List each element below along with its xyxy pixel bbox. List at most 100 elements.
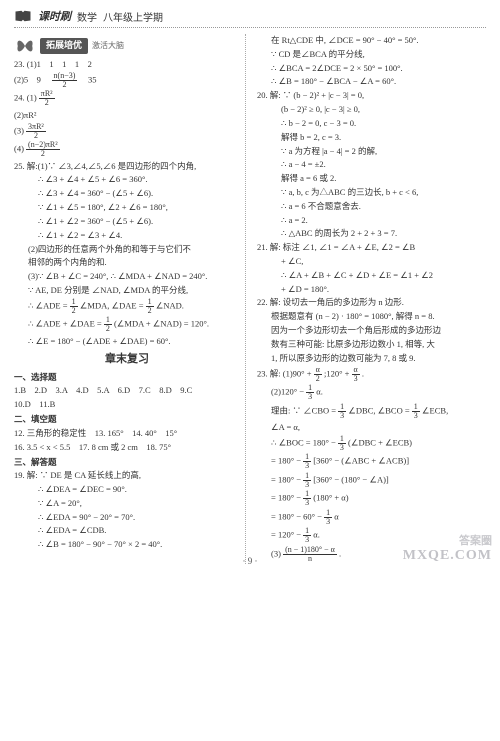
- q21b2: + ∠D = 180°.: [257, 283, 486, 295]
- q23-line1: 23. (1)1 1 1 1 2: [14, 58, 240, 70]
- r1: 在 Rt△CDE 中, ∠DCE = 90° − 40° = 50°.: [257, 34, 486, 46]
- q23g: = 180° − 13 [360° − (180° − ∠A)]: [257, 472, 486, 489]
- q24-4: (4) (n−2)πR²2: [14, 141, 240, 158]
- q20g: 解得 a = 6 或 2.: [257, 172, 486, 184]
- q25-2a: (2)四边形的任意两个外角的和等于与它们不: [14, 243, 240, 255]
- q23a: 23. 解: (1)90° + α2 ;120° + α3 .: [257, 366, 486, 383]
- q20i: ∴ a = 6 不合题意舍去.: [257, 200, 486, 212]
- q23-line2: (2)5 9 n(n−3)2 35: [14, 72, 240, 89]
- q20e: ∵ a 为方程 |a − 4| = 2 的解,: [257, 145, 486, 157]
- q23-2-tail: 35: [80, 74, 97, 84]
- q25-l6: ∴ ∠1 + ∠2 = ∠3 + ∠4.: [14, 229, 240, 241]
- q23-2-head: (2)5 9: [14, 74, 49, 84]
- q24-3-label: (3): [14, 125, 24, 135]
- subject-label: 数学: [77, 9, 97, 24]
- q21b: ∴ ∠A + ∠B + ∠C + ∠D + ∠E = ∠1 + ∠2: [257, 269, 486, 281]
- q19d: ∴ ∠EDA = 90° − 20° = 70°.: [14, 511, 240, 523]
- fill-1: 12. 三角形的稳定性 13. 165° 14. 40° 15°: [14, 427, 240, 439]
- q24-3: (3) 3πR²2: [14, 123, 240, 140]
- q19f: ∴ ∠B = 180° − 90° − 70° × 2 = 40°.: [14, 538, 240, 550]
- q23c-3: ∠ECB,: [422, 405, 448, 415]
- choices-1: 1.B 2.D 3.A 4.D 5.A 6.D 7.C 8.D 9.C: [14, 384, 240, 396]
- frac-half-3: 12: [104, 316, 112, 333]
- q23j-f: 13: [303, 527, 311, 544]
- q23g-f: 13: [303, 472, 311, 489]
- q23a-frac2: α3: [352, 366, 360, 383]
- q23b-2: α.: [316, 386, 323, 396]
- sec2-heading: 二、填空题: [14, 413, 240, 425]
- q23d: ∠A = α,: [257, 421, 486, 433]
- watermark-text-2: MXQE.COM: [403, 548, 492, 564]
- q24-2: (2)πR²: [14, 109, 240, 121]
- q24-3-frac: 3πR²2: [26, 123, 46, 140]
- q19b: ∴ ∠DEA = ∠DEC = 90°.: [14, 483, 240, 495]
- r4: ∴ ∠B = 180° − ∠BCA − ∠A = 60°.: [257, 75, 486, 87]
- grade-label: 八年级上学期: [103, 9, 163, 24]
- frac-half-1: 12: [70, 298, 78, 315]
- q23h-f: 13: [303, 490, 311, 507]
- q22e: 1, 所以原多边形的边数可能为 7, 8 或 9.: [257, 352, 486, 364]
- q23h: = 180° − 13 (180° + α): [257, 490, 486, 507]
- q20a: 20. 解: ∵ (b − 2)² + |c − 3| = 0,: [257, 89, 486, 101]
- book-icon: [14, 9, 32, 23]
- q23f-f: 13: [303, 453, 311, 470]
- q25-3c-c: ∠NAD.: [156, 300, 184, 310]
- q20d: 解得 b = 2, c = 3.: [257, 131, 486, 143]
- q21a: 21. 解: 标注 ∠1, ∠1 = ∠A + ∠E, ∠2 = ∠B: [257, 241, 486, 253]
- q22b: 根据题意有 (n − 2) · 180° = 1080°, 解得 n = 8.: [257, 310, 486, 322]
- sec3-heading: 三、解答题: [14, 456, 240, 468]
- content-columns: 拓展培优 激活大脑 23. (1)1 1 1 1 2 (2)5 9 n(n−3)…: [14, 34, 486, 564]
- page: 课时刷 数学 八年级上学期 拓展培优 激活大脑 23. (1)1 1 1 1 2…: [0, 0, 500, 572]
- q23g-1: = 180° −: [271, 474, 303, 484]
- q20f: ∴ a − 4 = ±2.: [257, 158, 486, 170]
- q23a-2: ;120° +: [324, 368, 352, 378]
- q20j: ∴ a = 2.: [257, 214, 486, 226]
- q20b: (b − 2)² ≥ 0, |c − 3| ≥ 0,: [257, 103, 486, 115]
- q23i-f: 13: [324, 509, 332, 526]
- q25-3d-b: (∠MDA + ∠NAD) = 120°.: [114, 319, 209, 329]
- q23c-2: ∠DBC, ∠BCO =: [348, 405, 412, 415]
- q23j-1: = 120° −: [271, 530, 303, 540]
- q23i-2: α: [334, 511, 338, 521]
- q20c: ∴ b − 2 = 0, c − 3 = 0.: [257, 117, 486, 129]
- q25-l2: ∴ ∠3 + ∠4 + ∠5 + ∠6 = 360°.: [14, 173, 240, 185]
- q19e: ∴ ∠EDA = ∠CDB.: [14, 524, 240, 536]
- r3: ∴ ∠BCA = 2∠DCE = 2 × 50° = 100°.: [257, 62, 486, 74]
- banner-title: 拓展培优: [40, 38, 88, 53]
- q25-3c: ∴ ∠ADE = 12 ∠MDA, ∠DAE = 12 ∠NAD.: [14, 298, 240, 315]
- q23i: = 180° − 60° − 13 α: [257, 509, 486, 526]
- q23b-1: (2)120° −: [271, 386, 306, 396]
- q25-l3: ∴ ∠3 + ∠4 = 360° − (∠5 + ∠6).: [14, 187, 240, 199]
- q23e-2: (∠DBC + ∠ECB): [348, 437, 412, 447]
- fill-2: 16. 3.5 < x < 5.5 17. 8 cm 或 2 cm 18. 75…: [14, 441, 240, 453]
- q24-4-label: (4): [14, 144, 24, 154]
- q23c-f1: 13: [338, 403, 346, 420]
- q23c: 理由: ∵ ∠CBO = 13 ∠DBC, ∠BCO = 13 ∠ECB,: [257, 403, 486, 420]
- q23e-f: 13: [338, 435, 346, 452]
- q24-1-frac: πR²2: [39, 90, 55, 107]
- q23b-frac: 13: [306, 384, 314, 401]
- q23e: ∴ ∠BOC = 180° − 13 (∠DBC + ∠ECB): [257, 435, 486, 452]
- q23h-1: = 180° −: [271, 493, 303, 503]
- section-banner: 拓展培优 激活大脑: [14, 37, 240, 55]
- q23a-frac1: α2: [314, 366, 322, 383]
- q23j: = 120° − 13 α.: [257, 527, 486, 544]
- q25-head: 25. 解:(1)∵ ∠3,∠4,∠5,∠6 是四边形的四个内角,: [14, 160, 240, 172]
- q19a: 19. 解: ∵ DE 是 CA 延长线上的高,: [14, 469, 240, 481]
- q25-l5: ∴ ∠1 + ∠2 = 360° − (∠5 + ∠6).: [14, 215, 240, 227]
- brand-label: 课时刷: [38, 8, 71, 24]
- q25-3d: ∴ ∠ADE + ∠DAE = 12 (∠MDA + ∠NAD) = 120°.: [14, 316, 240, 333]
- q23a-1: 23. 解: (1)90° +: [257, 368, 314, 378]
- frac-half-2: 12: [146, 298, 154, 315]
- q25-3c-b: ∠MDA, ∠DAE =: [80, 300, 146, 310]
- sec1-heading: 一、选择题: [14, 371, 240, 383]
- q23-2-frac: n(n−3)2: [52, 72, 78, 89]
- q25-l4: ∵ ∠1 + ∠5 = 180°, ∠2 + ∠6 = 180°,: [14, 201, 240, 213]
- q23h-2: (180° + α): [313, 493, 348, 503]
- q19c: ∵ ∠A = 20°,: [14, 497, 240, 509]
- q20h: ∵ a, b, c 为△ABC 的三边长, b + c < 6,: [257, 186, 486, 198]
- q23f: = 180° − 13 [360° − (∠ABC + ∠ACB)]: [257, 453, 486, 470]
- q25-3c-a: ∴ ∠ADE =: [28, 300, 70, 310]
- q25-3a: (3)∵ ∠B + ∠C = 240°, ∴ ∠MDA + ∠NAD = 240…: [14, 270, 240, 282]
- q23i-1: = 180° − 60° −: [271, 511, 324, 521]
